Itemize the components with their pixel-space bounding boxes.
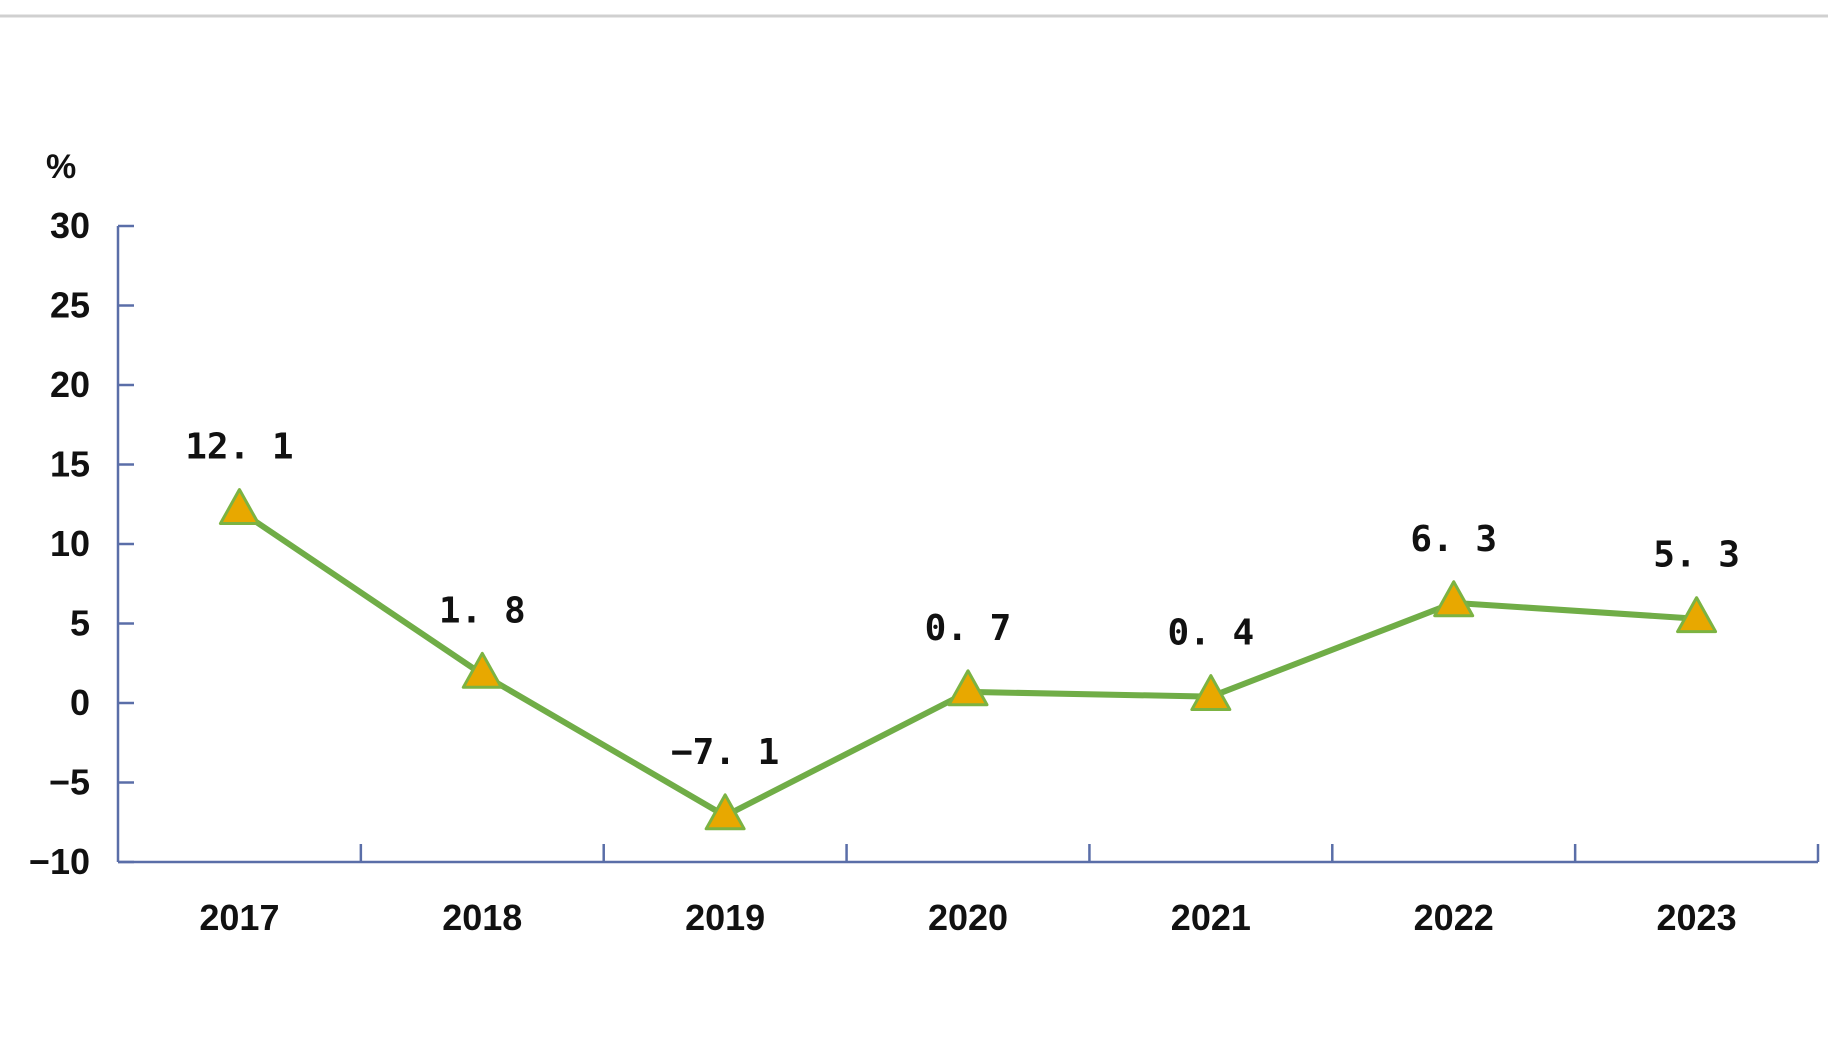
data-label: 5. 3 [1653, 535, 1740, 576]
y-tick-label: 15 [50, 444, 90, 485]
data-label: 1. 8 [439, 590, 526, 631]
y-tick-label: 20 [50, 364, 90, 405]
y-axis-unit-label: % [46, 148, 76, 186]
data-label: 6. 3 [1410, 519, 1497, 560]
triangle-marker [704, 793, 746, 831]
x-tick-label: 2021 [1171, 897, 1251, 938]
triangle-marker [461, 651, 503, 689]
data-label: 0. 4 [1168, 613, 1255, 654]
x-tick-label: 2019 [685, 897, 765, 938]
data-label: 12. 1 [185, 427, 293, 468]
data-label: −7. 1 [671, 732, 779, 773]
y-tick-label: −5 [49, 762, 90, 803]
triangle-marker [1433, 580, 1475, 618]
x-tick-label: 2018 [442, 897, 522, 938]
triangle-marker [947, 669, 989, 707]
axes [116, 224, 1820, 864]
y-tick-label: −10 [29, 841, 90, 882]
triangle-marker [218, 488, 260, 526]
x-tick-label: 2023 [1657, 897, 1737, 938]
x-tick-label: 2020 [928, 897, 1008, 938]
x-tick-label: 2022 [1414, 897, 1494, 938]
y-tick-labels: 30 25 20 15 10 5 0 −5 −10 [29, 205, 90, 882]
y-tick-label: 0 [70, 682, 90, 723]
data-labels: 12. 1 1. 8 −7. 1 0. 7 0. 4 6. 3 5. 3 [185, 427, 1740, 773]
triangle-marker [1676, 596, 1718, 634]
triangle-marker [1190, 674, 1232, 712]
series-markers [218, 488, 1718, 831]
data-label: 0. 7 [925, 608, 1012, 649]
y-tick-label: 30 [50, 205, 90, 246]
y-tick-label: 10 [50, 523, 90, 564]
y-tick-label: 5 [70, 603, 90, 644]
x-tick-label: 2017 [199, 897, 279, 938]
x-tick-labels: 2017 2018 2019 2020 2021 2022 2023 [199, 897, 1736, 938]
y-tick-label: 25 [50, 285, 90, 326]
